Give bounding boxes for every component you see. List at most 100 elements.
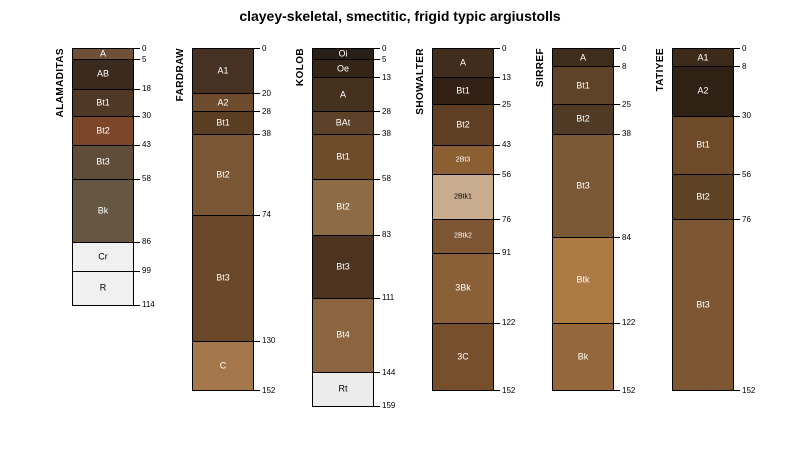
horizon-rect: Bt1 (672, 115, 734, 175)
depth-tick-label: 38 (622, 129, 631, 138)
depth-tick (614, 66, 620, 67)
horizon-label: Bt3 (336, 261, 350, 272)
depth-tick-label: 56 (502, 169, 511, 179)
depth-tick (254, 390, 260, 391)
depth-tick-label: 8 (742, 61, 747, 71)
horizon-label: 3C (457, 351, 469, 362)
depth-tick-label: 0 (382, 43, 387, 53)
depth-tick-label: 38 (382, 129, 391, 138)
horizon-rect: 3Bk (432, 252, 494, 324)
depth-tick-label: 25 (622, 99, 631, 109)
depth-tick (374, 77, 380, 79)
horizon-label: BAt (335, 117, 351, 128)
depth-tick-label: 43 (142, 140, 151, 150)
horizon-rect: Bt1 (552, 66, 614, 106)
horizon-label: Bt3 (696, 299, 710, 310)
horizon-label: C (219, 360, 227, 371)
depth-tick (374, 178, 380, 180)
horizon-rect: Bt3 (672, 219, 734, 391)
horizon-rect: 3C (432, 322, 494, 391)
depth-tick-label: 0 (262, 43, 267, 53)
horizon-rect: Bt3 (312, 234, 374, 299)
horizon-label: A1 (697, 52, 709, 62)
profile-name: TATIYEE (655, 48, 666, 92)
horizon-label: Bt3 (216, 272, 230, 283)
depth-tick-label: 58 (382, 174, 391, 183)
depth-tick (374, 111, 380, 112)
depth-tick-label: 30 (142, 111, 151, 120)
horizon-rect: C (192, 340, 254, 391)
depth-tick (374, 405, 380, 407)
depth-tick (134, 241, 140, 243)
horizon-label: Bk (577, 351, 589, 362)
depth-tick-label: 8 (622, 61, 627, 71)
depth-tick (134, 178, 140, 180)
depth-tick-label: 25 (502, 99, 511, 109)
depth-tick (134, 48, 140, 49)
horizon-rect: BAt (312, 111, 374, 135)
depth-tick-label: 28 (382, 106, 391, 116)
depth-tick (134, 304, 140, 306)
horizon-label: Bt2 (96, 125, 110, 136)
depth-tick-label: 0 (142, 43, 147, 53)
depth-tick (254, 133, 260, 135)
horizon-rect: Oe (312, 59, 374, 79)
horizon-label: A (339, 89, 346, 100)
horizon-rect: 2Btk2 (432, 219, 494, 254)
horizon-label: Bt2 (576, 113, 590, 124)
depth-tick (614, 133, 620, 135)
depth-tick-label: 152 (622, 385, 636, 395)
depth-tick (254, 111, 260, 112)
depth-tick-label: 99 (142, 266, 151, 276)
depth-tick-label: 144 (382, 367, 396, 377)
depth-tick (374, 234, 380, 236)
horizon-label: Bt1 (456, 85, 470, 96)
horizon-rect: Bt2 (192, 133, 254, 216)
horizon-rect: A2 (672, 66, 734, 117)
depth-tick-label: 76 (742, 214, 751, 224)
depth-tick (734, 174, 740, 175)
horizon-rect: R (72, 270, 134, 306)
depth-tick-label: 13 (502, 72, 511, 82)
depth-tick (494, 252, 500, 254)
depth-tick-label: 111 (382, 293, 395, 303)
depth-tick (374, 59, 380, 61)
depth-tick-label: 152 (742, 385, 756, 395)
horizon-rect: Bt2 (432, 104, 494, 146)
horizon-label: A2 (217, 97, 229, 107)
depth-tick (134, 270, 140, 272)
depth-tick-label: 58 (142, 174, 151, 183)
depth-tick-label: 76 (502, 214, 511, 224)
depth-tick (374, 133, 380, 135)
horizon-rect: Bk (72, 178, 134, 243)
profile-name: FARDRAW (175, 48, 186, 102)
horizon-rect: Bt3 (552, 133, 614, 238)
horizon-label: Bt2 (216, 169, 230, 179)
horizon-label: R (99, 282, 107, 293)
profile-name: SHOWALTER (415, 48, 426, 115)
horizon-label: 2Btk2 (454, 232, 472, 240)
horizon-rect: Bk (552, 322, 614, 391)
depth-tick (734, 48, 740, 49)
horizon-label: Bt1 (576, 80, 590, 91)
depth-tick (134, 88, 140, 90)
horizon-rect: A (432, 48, 494, 79)
horizon-label: 2Bt3 (455, 156, 471, 164)
horizon-rect: Bt2 (672, 174, 734, 220)
horizon-label: AB (96, 68, 109, 79)
horizon-rect: Bt4 (312, 297, 374, 373)
horizon-label: Oi (338, 48, 348, 59)
horizon-label: 3Bk (455, 282, 471, 293)
horizon-rect: 2Btk1 (432, 174, 494, 220)
horizon-label: Bk (97, 205, 109, 215)
depth-tick (254, 48, 260, 49)
depth-tick (494, 219, 500, 220)
profile-name: ALAMADITAS (55, 48, 66, 118)
horizon-label: Rt (338, 383, 348, 394)
depth-tick (614, 237, 620, 238)
horizon-rect: A (552, 48, 614, 67)
horizon-rect: A1 (192, 48, 254, 94)
depth-tick-label: 20 (262, 88, 271, 98)
horizon-rect: A1 (672, 48, 734, 67)
depth-tick (614, 322, 620, 324)
